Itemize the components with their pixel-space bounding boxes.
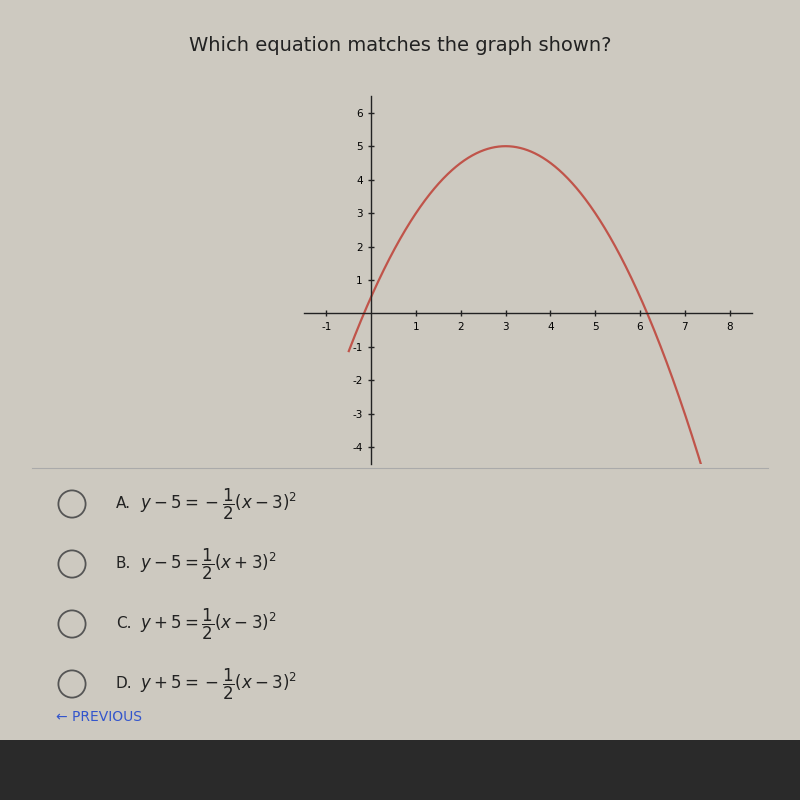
Text: B.: B. xyxy=(116,557,131,571)
Text: $y+5 = \dfrac{1}{2}(x-3)^2$: $y+5 = \dfrac{1}{2}(x-3)^2$ xyxy=(140,606,277,642)
Text: ← PREVIOUS: ← PREVIOUS xyxy=(56,710,142,724)
Text: A.: A. xyxy=(116,497,131,511)
Text: D.: D. xyxy=(116,677,133,691)
Text: $y+5 = -\dfrac{1}{2}(x-3)^2$: $y+5 = -\dfrac{1}{2}(x-3)^2$ xyxy=(140,666,297,702)
Text: C.: C. xyxy=(116,617,131,631)
Text: $y-5 = -\dfrac{1}{2}(x-3)^2$: $y-5 = -\dfrac{1}{2}(x-3)^2$ xyxy=(140,486,297,522)
Text: $y-5 = \dfrac{1}{2}(x+3)^2$: $y-5 = \dfrac{1}{2}(x+3)^2$ xyxy=(140,546,277,582)
Text: Which equation matches the graph shown?: Which equation matches the graph shown? xyxy=(189,36,611,55)
